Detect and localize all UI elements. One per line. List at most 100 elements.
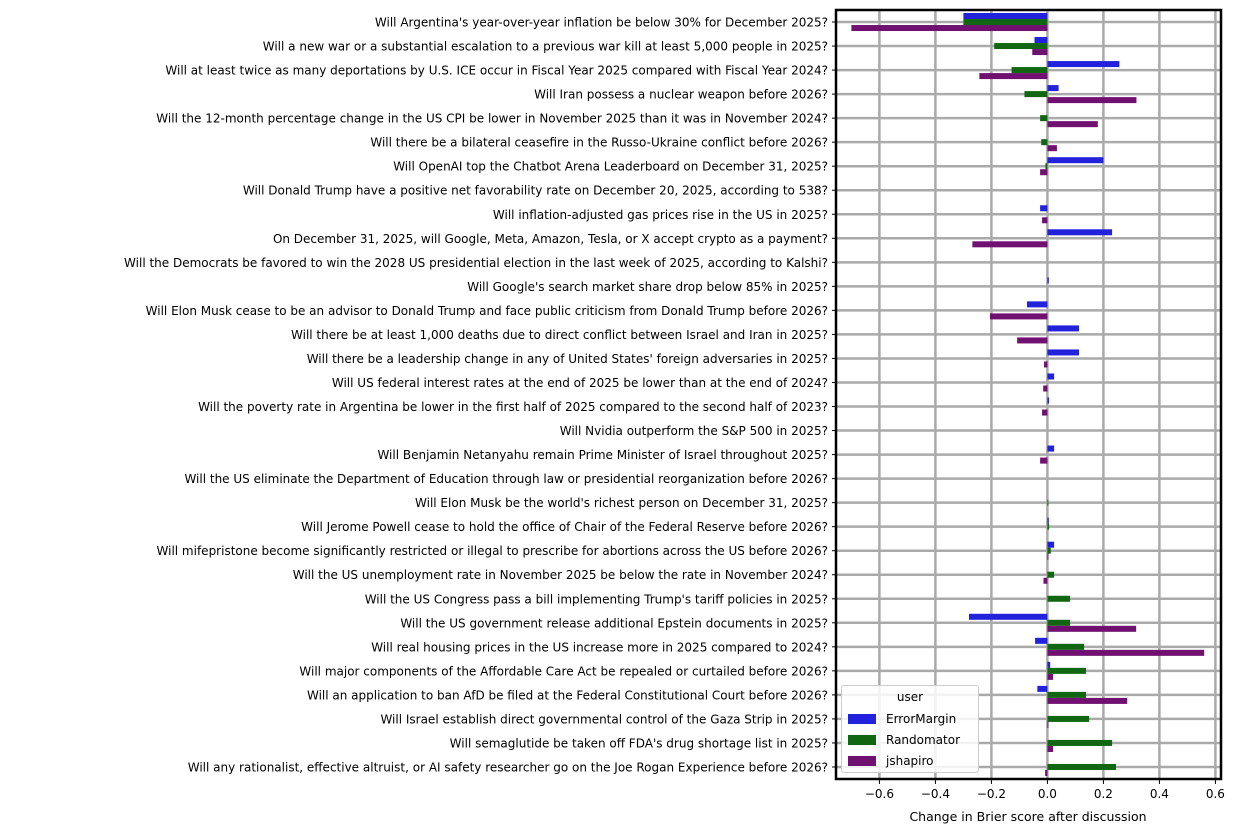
legend-swatch	[848, 713, 876, 724]
legend-label: jshapiro	[886, 753, 934, 768]
y-tick-label: Will major components of the Affordable …	[299, 664, 828, 678]
bars	[851, 13, 1205, 776]
bar-randomator	[1045, 163, 1048, 170]
x-tick-label: −0.6	[865, 787, 894, 801]
bar-randomator	[1047, 523, 1050, 530]
grid-lines	[836, 10, 1221, 779]
y-tick-label: Will the US government release additiona…	[400, 616, 828, 630]
bar-jshapiro	[1042, 409, 1048, 416]
y-tick-label: Will Elon Musk be the world's richest pe…	[415, 496, 828, 510]
bar-jshapiro	[1032, 49, 1048, 56]
bar-jshapiro	[851, 25, 1048, 32]
bar-jshapiro	[1043, 577, 1048, 584]
bar-errormargin	[1047, 397, 1050, 404]
bar-jshapiro	[990, 313, 1048, 320]
y-tick-label: Will Argentina's year-over-year inflatio…	[375, 16, 828, 30]
legend-item-randomator: Randomator	[842, 729, 978, 750]
legend-item-errormargin: ErrorMargin	[842, 708, 978, 729]
bar-jshapiro	[1047, 121, 1098, 128]
bar-errormargin	[1047, 517, 1049, 524]
legend-title: user	[896, 690, 924, 704]
bar-jshapiro	[1047, 697, 1128, 704]
bar-randomator	[1047, 499, 1049, 506]
x-axis-ticks: −0.6 −0.4 −0.2 0.0 0.2 0.4 0.6	[865, 779, 1225, 801]
bar-jshapiro	[1017, 337, 1048, 344]
bar-jshapiro	[1047, 649, 1205, 656]
plot-frame	[834, 8, 1223, 781]
x-axis-label: Change in Brier score after discussion	[909, 809, 1146, 824]
bar-errormargin	[1047, 229, 1113, 236]
y-axis-labels: Will Argentina's year-over-year inflatio…	[124, 16, 836, 774]
bar-jshapiro	[972, 241, 1048, 248]
legend-label: Randomator	[886, 732, 961, 747]
bar-randomator	[1047, 595, 1071, 602]
bar-jshapiro	[1045, 769, 1048, 776]
y-tick-label: Will Benjamin Netanyahu remain Prime Min…	[377, 448, 828, 462]
y-tick-label: Will Nvidia outperform the S&P 500 in 20…	[560, 424, 828, 438]
y-tick-label: Will Donald Trump have a positive net fa…	[243, 184, 828, 198]
bar-randomator	[1024, 91, 1048, 98]
bar-errormargin	[1034, 37, 1048, 44]
bar-randomator	[1041, 139, 1048, 146]
bar-randomator	[994, 43, 1048, 50]
bar-errormargin	[1040, 205, 1048, 212]
bar-errormargin	[1047, 445, 1055, 452]
y-tick-label: Will there be a leadership change in any…	[307, 352, 828, 366]
y-tick-label: Will the US eliminate the Department of …	[184, 472, 828, 486]
bar-errormargin	[1047, 349, 1080, 356]
bar-jshapiro	[1047, 745, 1053, 752]
bar-jshapiro	[1047, 721, 1049, 728]
bar-randomator	[1047, 643, 1085, 650]
y-tick-label: Will any rationalist, effective altruist…	[188, 760, 828, 774]
bar-errormargin	[969, 613, 1048, 620]
y-tick-label: Will Elon Musk cease to be an advisor to…	[146, 304, 828, 318]
y-tick-label: On December 31, 2025, will Google, Meta,…	[273, 232, 828, 246]
bar-jshapiro	[1044, 361, 1048, 368]
legend-swatch	[848, 734, 876, 745]
x-tick-label: 0.4	[1150, 787, 1169, 801]
bar-jshapiro	[1047, 673, 1053, 680]
bar-errormargin	[963, 13, 1048, 20]
bar-randomator	[1040, 115, 1048, 122]
bar-jshapiro	[1040, 457, 1048, 464]
bar-randomator	[1047, 547, 1051, 554]
bar-jshapiro	[1043, 385, 1048, 392]
y-tick-label: Will an application to ban AfD be filed …	[307, 688, 828, 702]
y-tick-label: Will Jerome Powell cease to hold the off…	[301, 520, 828, 534]
y-tick-label: Will mifepristone become significantly r…	[157, 544, 828, 558]
legend-item-jshapiro: jshapiro	[842, 750, 978, 771]
y-tick-label: Will there be a bilateral ceasefire in t…	[370, 136, 828, 150]
y-tick-label: Will Iran possess a nuclear weapon befor…	[534, 88, 828, 102]
bar-errormargin	[1047, 61, 1120, 68]
bar-randomator	[963, 19, 1048, 26]
bar-errormargin	[1037, 685, 1048, 692]
bar-errormargin	[1026, 301, 1048, 308]
bar-errormargin	[1047, 373, 1055, 380]
y-tick-label: Will inflation-adjusted gas prices rise …	[493, 208, 828, 222]
bar-errormargin	[1047, 541, 1055, 548]
y-tick-label: Will there be at least 1,000 deaths due …	[291, 328, 828, 342]
y-tick-label: Will US federal interest rates at the en…	[332, 376, 828, 390]
legend-swatch	[848, 755, 876, 766]
bar-jshapiro	[1042, 217, 1048, 224]
bar-errormargin	[1047, 85, 1059, 92]
bar-jshapiro	[1047, 145, 1057, 152]
bar-jshapiro	[1040, 169, 1048, 176]
x-tick-label: −0.2	[977, 787, 1006, 801]
x-tick-label: 0.2	[1094, 787, 1113, 801]
bar-jshapiro	[1047, 97, 1137, 104]
bar-randomator	[1047, 739, 1113, 746]
legend: user ErrorMargin Randomator jshapiro	[841, 685, 979, 773]
y-tick-label: Will at least twice as many deportations…	[165, 64, 828, 78]
bar-randomator	[1047, 763, 1116, 770]
x-tick-label: −0.4	[921, 787, 950, 801]
y-tick-label: Will semaglutide be taken off FDA's drug…	[450, 736, 828, 750]
bar-randomator	[1047, 715, 1090, 722]
bar-randomator	[1047, 571, 1055, 578]
legend-label: ErrorMargin	[886, 711, 957, 726]
bar-errormargin	[1047, 661, 1051, 668]
y-tick-label: Will Google's search market share drop b…	[467, 280, 828, 294]
bar-randomator	[1047, 667, 1087, 674]
bar-randomator	[1047, 691, 1087, 698]
